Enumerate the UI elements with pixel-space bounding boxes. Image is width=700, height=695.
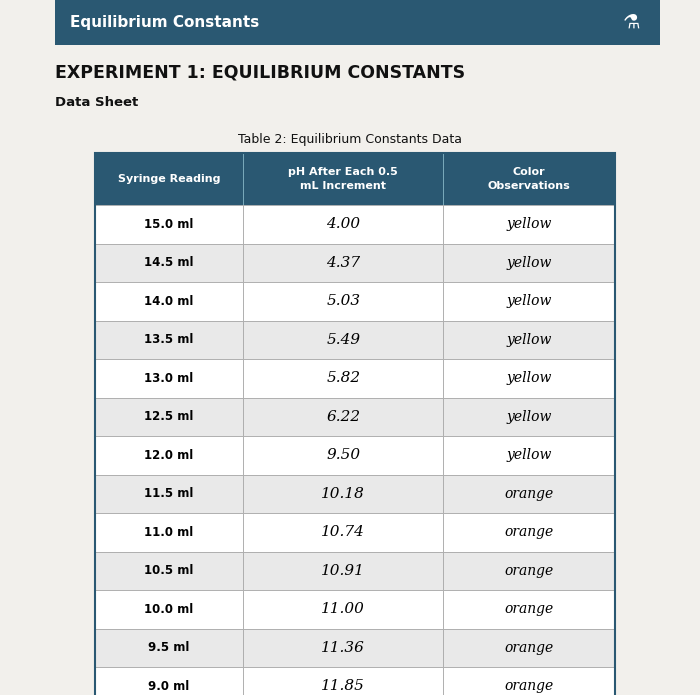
Text: orange: orange: [505, 603, 554, 616]
Bar: [95, 436, 243, 475]
Text: orange: orange: [505, 564, 554, 578]
Text: Table 2: Equilibrium Constants Data: Table 2: Equilibrium Constants Data: [238, 133, 462, 147]
Bar: [243, 436, 443, 475]
Bar: [443, 398, 615, 436]
Bar: [243, 243, 443, 282]
Bar: [95, 153, 243, 205]
Text: 13.5 ml: 13.5 ml: [144, 333, 194, 346]
Text: 10.0 ml: 10.0 ml: [144, 603, 194, 616]
Bar: [443, 552, 615, 590]
Bar: [243, 628, 443, 667]
Bar: [95, 475, 243, 513]
Bar: [243, 552, 443, 590]
Text: 6.22: 6.22: [326, 410, 361, 424]
Bar: [443, 667, 615, 695]
Bar: [443, 205, 615, 243]
Text: Color
Observations: Color Observations: [488, 167, 570, 190]
Text: yellow: yellow: [507, 448, 552, 462]
Bar: [243, 359, 443, 398]
Text: 14.0 ml: 14.0 ml: [144, 295, 194, 308]
Bar: [243, 667, 443, 695]
Text: 10.91: 10.91: [321, 564, 365, 578]
Text: 9.5 ml: 9.5 ml: [148, 641, 190, 654]
Text: 10.18: 10.18: [321, 486, 365, 501]
Text: yellow: yellow: [507, 218, 552, 231]
Bar: [95, 628, 243, 667]
Bar: [95, 153, 615, 695]
Bar: [95, 282, 243, 320]
Bar: [95, 513, 243, 552]
Text: 5.82: 5.82: [326, 371, 361, 385]
Bar: [55, 0, 660, 45]
Text: 10.5 ml: 10.5 ml: [144, 564, 194, 578]
Bar: [443, 513, 615, 552]
Text: orange: orange: [505, 641, 554, 655]
Text: 9.50: 9.50: [326, 448, 361, 462]
Bar: [443, 628, 615, 667]
Text: orange: orange: [505, 525, 554, 539]
Bar: [443, 359, 615, 398]
Text: 11.36: 11.36: [321, 641, 365, 655]
Text: 5.03: 5.03: [326, 294, 361, 309]
Text: 15.0 ml: 15.0 ml: [144, 218, 194, 231]
Text: yellow: yellow: [507, 294, 552, 309]
Bar: [243, 475, 443, 513]
Text: 11.5 ml: 11.5 ml: [144, 487, 194, 500]
Text: 10.74: 10.74: [321, 525, 365, 539]
Text: 5.49: 5.49: [326, 333, 361, 347]
Bar: [443, 436, 615, 475]
Text: orange: orange: [505, 486, 554, 501]
Text: 4.37: 4.37: [326, 256, 361, 270]
Bar: [443, 153, 615, 205]
Text: Syringe Reading: Syringe Reading: [118, 174, 220, 184]
Text: 9.0 ml: 9.0 ml: [148, 680, 190, 693]
Text: 11.0 ml: 11.0 ml: [144, 525, 194, 539]
Text: 12.0 ml: 12.0 ml: [144, 449, 194, 461]
Text: EXPERIMENT 1: EQUILIBRIUM CONSTANTS: EXPERIMENT 1: EQUILIBRIUM CONSTANTS: [55, 64, 465, 82]
Bar: [443, 243, 615, 282]
Bar: [95, 320, 243, 359]
Bar: [243, 398, 443, 436]
Text: pH After Each 0.5
mL Increment: pH After Each 0.5 mL Increment: [288, 167, 398, 190]
Text: 13.0 ml: 13.0 ml: [144, 372, 194, 385]
Bar: [95, 667, 243, 695]
Bar: [95, 552, 243, 590]
Text: Data Sheet: Data Sheet: [55, 97, 139, 110]
Bar: [243, 153, 443, 205]
Bar: [243, 320, 443, 359]
Text: yellow: yellow: [507, 410, 552, 424]
Text: yellow: yellow: [507, 256, 552, 270]
Text: ⚗: ⚗: [622, 13, 640, 32]
Bar: [443, 320, 615, 359]
Text: yellow: yellow: [507, 333, 552, 347]
Text: 11.00: 11.00: [321, 603, 365, 616]
Text: 4.00: 4.00: [326, 218, 361, 231]
Bar: [95, 398, 243, 436]
Text: orange: orange: [505, 679, 554, 693]
Text: 12.5 ml: 12.5 ml: [144, 410, 194, 423]
Bar: [95, 205, 243, 243]
Bar: [443, 282, 615, 320]
Bar: [243, 205, 443, 243]
Bar: [443, 590, 615, 628]
Bar: [243, 282, 443, 320]
Bar: [95, 243, 243, 282]
Bar: [243, 590, 443, 628]
Text: 14.5 ml: 14.5 ml: [144, 256, 194, 269]
Text: yellow: yellow: [507, 371, 552, 385]
Text: 11.85: 11.85: [321, 679, 365, 693]
Bar: [95, 590, 243, 628]
Bar: [243, 513, 443, 552]
Text: Equilibrium Constants: Equilibrium Constants: [70, 15, 259, 30]
Bar: [95, 359, 243, 398]
Bar: [443, 475, 615, 513]
